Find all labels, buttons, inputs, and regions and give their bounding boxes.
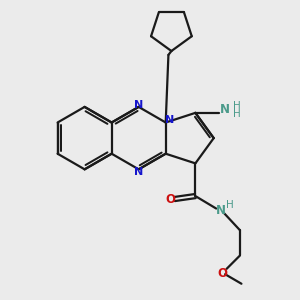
Text: H: H [226,200,233,210]
Text: O: O [165,193,175,206]
Text: N: N [216,204,226,218]
Text: O: O [217,267,227,280]
Text: N: N [134,167,143,177]
Text: H: H [233,101,241,111]
Text: N: N [220,103,230,116]
Text: N: N [165,115,174,124]
Text: H: H [233,109,241,119]
Text: N: N [134,100,143,110]
